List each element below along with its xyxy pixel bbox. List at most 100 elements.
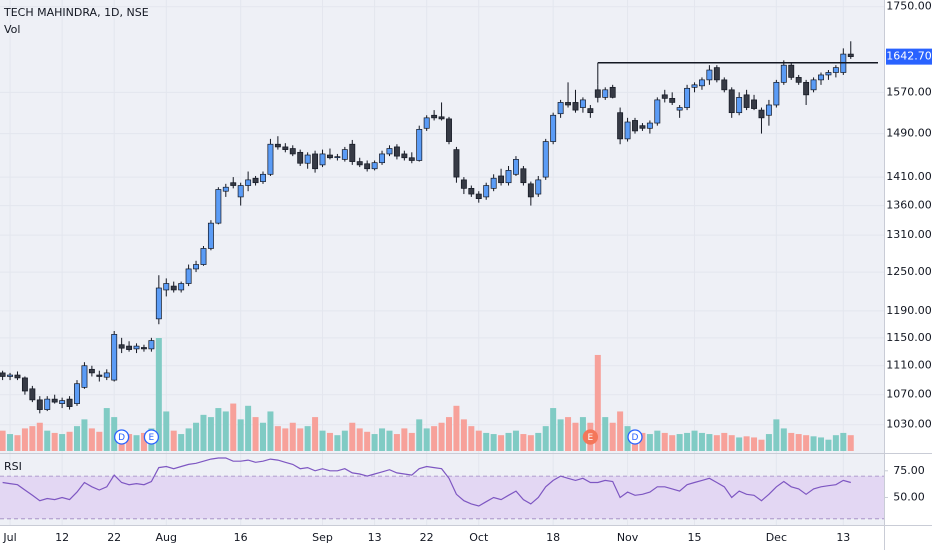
candle-body	[832, 67, 839, 73]
volume-bar	[140, 432, 147, 451]
candle-body	[587, 108, 594, 114]
candle-body	[780, 64, 787, 83]
candle-body	[736, 97, 743, 114]
volume-bar	[349, 422, 356, 451]
candle-body	[416, 128, 423, 161]
volume-bar	[297, 428, 304, 451]
y-tick-label: 1250.00	[886, 265, 932, 278]
candle-body	[542, 141, 549, 178]
candle-body	[460, 179, 467, 189]
candle-body	[572, 102, 579, 111]
candle-body	[468, 188, 475, 195]
candle-body	[431, 114, 438, 119]
volume-bar	[103, 408, 110, 451]
candle-body	[304, 154, 311, 164]
candle-body	[423, 117, 430, 129]
volume-bar	[579, 417, 586, 451]
volume-bar	[21, 428, 28, 451]
candle-body	[847, 53, 854, 57]
volume-bar	[446, 417, 452, 451]
volume-bar	[765, 434, 772, 451]
candle-body	[21, 377, 28, 392]
volume-bar	[527, 435, 534, 451]
y-tick-label: 1360.00	[886, 199, 932, 212]
volume-bar	[237, 419, 244, 451]
candle-body	[713, 67, 720, 81]
candle-body	[260, 173, 266, 182]
volume-bar	[36, 422, 43, 451]
candle-body	[527, 183, 534, 198]
rsi-label: RSI	[4, 460, 22, 473]
y-tick-label: 1150.00	[886, 331, 932, 344]
volume-bar	[245, 405, 252, 451]
volume-bar	[684, 432, 691, 451]
candle-body	[721, 79, 728, 91]
candle-body	[274, 143, 281, 148]
volume-bar	[29, 426, 36, 451]
candle-body	[825, 72, 832, 76]
volume-bar	[832, 435, 839, 451]
volume-bar	[698, 432, 705, 451]
volume-bar	[379, 428, 386, 451]
candle-body	[252, 177, 259, 184]
volume-bar	[594, 354, 601, 451]
volume-bar	[818, 437, 824, 451]
candle-body	[379, 153, 385, 164]
candle-body	[7, 374, 13, 377]
candle-body	[371, 162, 378, 170]
volume-bar	[721, 432, 728, 451]
volume-bar	[386, 430, 393, 451]
x-tick-label: 13	[836, 531, 850, 544]
volume-bar	[408, 432, 415, 451]
candle-body	[579, 99, 586, 108]
volume-bar	[401, 428, 408, 451]
candle-body	[36, 399, 43, 410]
candle-body	[773, 81, 780, 106]
last-price-tag	[886, 48, 932, 65]
candle-body	[393, 146, 400, 157]
volume-bar	[163, 411, 170, 451]
volume-bar	[252, 417, 259, 451]
volume-bar	[535, 432, 542, 451]
volume-bar	[215, 408, 222, 451]
volume-bar	[691, 430, 698, 451]
candle-body	[118, 344, 125, 349]
volume-bar	[312, 417, 319, 451]
rsi-line	[2, 457, 851, 507]
x-tick-label: Aug	[156, 531, 177, 544]
event-label: D	[118, 433, 125, 443]
candle-body	[401, 153, 408, 159]
candle-body	[364, 163, 371, 170]
candle-body	[155, 287, 162, 320]
volume-bar	[840, 432, 847, 451]
volume-bar	[193, 422, 200, 451]
volume-bar	[475, 430, 482, 451]
candle-body	[699, 79, 705, 87]
volume-bar	[810, 436, 817, 451]
volume-bar	[371, 434, 378, 451]
x-tick-label: 16	[234, 531, 248, 544]
rsi-band	[0, 476, 884, 519]
x-tick-label: 18	[546, 531, 560, 544]
candle-body	[141, 347, 147, 350]
event-marker	[627, 429, 643, 445]
volume-bar	[669, 435, 676, 451]
volume-bar	[512, 430, 519, 451]
volume-bar	[74, 426, 80, 451]
volume-bar	[654, 430, 661, 451]
volume-bar	[542, 426, 549, 451]
volume-bar	[505, 432, 512, 451]
volume-bar	[185, 428, 192, 451]
candle-body	[289, 148, 296, 155]
volume-bar	[780, 428, 787, 451]
rsi-tick-label: 50.00	[893, 490, 925, 503]
x-tick-label: Dec	[766, 531, 787, 544]
volume-bar	[520, 434, 527, 451]
candle-body	[66, 398, 73, 407]
candle-body	[222, 186, 229, 192]
candle-body	[684, 87, 691, 108]
volume-bar	[617, 411, 624, 451]
volume-bar	[758, 439, 765, 451]
y-tick-label: 1190.00	[886, 304, 932, 317]
